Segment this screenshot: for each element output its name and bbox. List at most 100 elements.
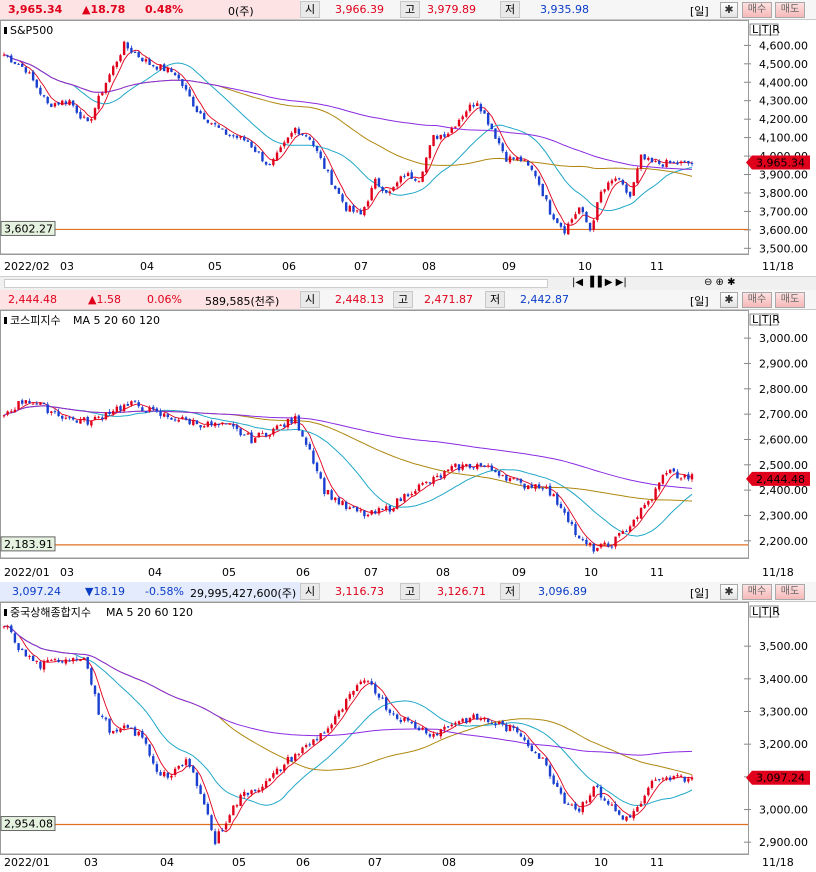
kospi-period[interactable]: [일] <box>690 295 709 308</box>
scroll-track[interactable] <box>4 279 548 288</box>
candle-body <box>239 794 242 806</box>
candle-body <box>628 815 632 818</box>
x-tick-label: 11 <box>650 566 664 579</box>
x-tick-label: 09 <box>502 260 516 273</box>
candle-body <box>461 464 464 470</box>
candle-body <box>112 66 115 75</box>
shanghai-buy-button[interactable]: 매수 <box>742 584 772 600</box>
candle-body <box>119 729 122 732</box>
candle-body <box>421 483 424 485</box>
candle-body <box>679 478 683 480</box>
x-tick-label: 08 <box>436 566 450 579</box>
y-tick-label: 2,700.00 <box>759 408 808 421</box>
candle-body <box>46 96 49 104</box>
candle-body <box>250 790 253 794</box>
candle-body <box>341 709 344 712</box>
candle-body <box>559 503 563 508</box>
shanghai-period[interactable]: [일] <box>690 587 709 600</box>
kospi-chart[interactable]: 3,000.00 2,900.00 2,800.00 2,700.00 2,600.00… <box>0 310 816 582</box>
candle-body <box>97 416 100 418</box>
candle-body <box>159 64 162 70</box>
candle-body <box>283 424 286 427</box>
candle-body <box>301 747 304 754</box>
plot-frame <box>0 310 749 559</box>
kospi-buy-button[interactable]: 매수 <box>742 292 772 308</box>
candle-body <box>261 786 264 791</box>
shanghai-chart[interactable]: 3,500.003,400.003,300.003,200.003,100.00… <box>0 602 816 872</box>
candle-body <box>603 798 606 801</box>
candle-body <box>661 778 665 780</box>
plot-frame <box>0 602 749 855</box>
candle-body <box>552 494 555 497</box>
candle-body <box>385 697 388 710</box>
candle-body <box>505 152 508 162</box>
candle-body <box>221 830 224 832</box>
candle-body <box>665 777 668 780</box>
candle-body <box>658 779 661 781</box>
candle-body <box>10 411 13 413</box>
candle-body <box>272 428 275 435</box>
candle-body <box>286 418 290 428</box>
candle-body <box>381 186 384 191</box>
candle-body <box>425 157 428 173</box>
candle-body <box>71 100 75 106</box>
candle-body <box>275 768 279 775</box>
candle-body <box>31 71 35 81</box>
candle-body <box>42 661 46 670</box>
kospi-settings-button[interactable]: ✱ <box>720 292 738 308</box>
x-tick-label: 07 <box>368 856 382 869</box>
candle-body <box>643 154 646 160</box>
kospi-sell-button[interactable]: 매도 <box>775 292 805 308</box>
candle-body <box>574 524 577 536</box>
kospi-change: ▲1.58 <box>88 293 121 306</box>
zoom-controls[interactable]: ⊖ ⊕ ✱ <box>704 277 736 288</box>
candle-body <box>392 508 395 512</box>
sp500-sell-button[interactable]: 매도 <box>775 2 805 18</box>
candle-body <box>647 501 650 505</box>
candle-body <box>337 187 341 194</box>
candle-body <box>359 510 362 512</box>
shanghai-high: 3,126.71 <box>437 585 486 598</box>
candle-body <box>50 103 53 107</box>
sp500-chart[interactable]: 4,600.00 4,500.00 4,400.00 4,300.00 4,200.00… <box>0 20 816 276</box>
candle-body <box>93 685 97 695</box>
scroll-play-controls[interactable]: |◀ ▐▐ ▶ ▶| <box>572 277 627 288</box>
candle-body <box>344 699 348 710</box>
candle-body <box>235 425 239 429</box>
sp500-buy-button[interactable]: 매수 <box>742 2 772 18</box>
candle-body <box>184 85 188 90</box>
candle-body <box>534 751 537 753</box>
ltr-label: L|T|R <box>752 23 780 36</box>
candle-body <box>596 202 599 220</box>
support-label: 2,954.08 <box>4 818 53 831</box>
candle-body <box>683 776 686 782</box>
shanghai-sell-button[interactable]: 매도 <box>775 584 805 600</box>
candle-body <box>203 426 206 428</box>
gear-icon: ✱ <box>724 585 734 598</box>
candle-body <box>133 727 137 736</box>
candle-body <box>457 721 461 724</box>
candle-body <box>414 491 417 494</box>
candle-body <box>592 220 595 231</box>
candle-body <box>177 766 180 769</box>
plot-frame <box>0 20 749 255</box>
candle-body <box>312 739 315 745</box>
candle-body <box>53 103 57 107</box>
x-tick-label: 03 <box>60 260 74 273</box>
x-tick-label: 06 <box>282 260 296 273</box>
sp500-scrollbar[interactable]: |◀ ▐▐ ▶ ▶| ⊖ ⊕ ✱ <box>0 276 816 290</box>
sp500-open: 3,966.39 <box>335 3 384 16</box>
candle-body <box>628 191 632 197</box>
y-tick-label: 2,300.00 <box>759 509 808 522</box>
shanghai-settings-button[interactable]: ✱ <box>720 584 738 600</box>
kospi-open: 2,448.13 <box>335 293 384 306</box>
y-tick-label: 3,200.00 <box>759 738 808 751</box>
sp500-period[interactable]: [일] <box>690 5 709 18</box>
sp500-settings-button[interactable]: ✱ <box>720 2 738 18</box>
candle-body <box>90 119 93 121</box>
candle-body <box>308 137 311 140</box>
y-tick-label: 3,500.00 <box>759 640 808 653</box>
candle-body <box>130 401 133 406</box>
candle-body <box>479 104 483 112</box>
x-tick-label: 10 <box>584 566 598 579</box>
